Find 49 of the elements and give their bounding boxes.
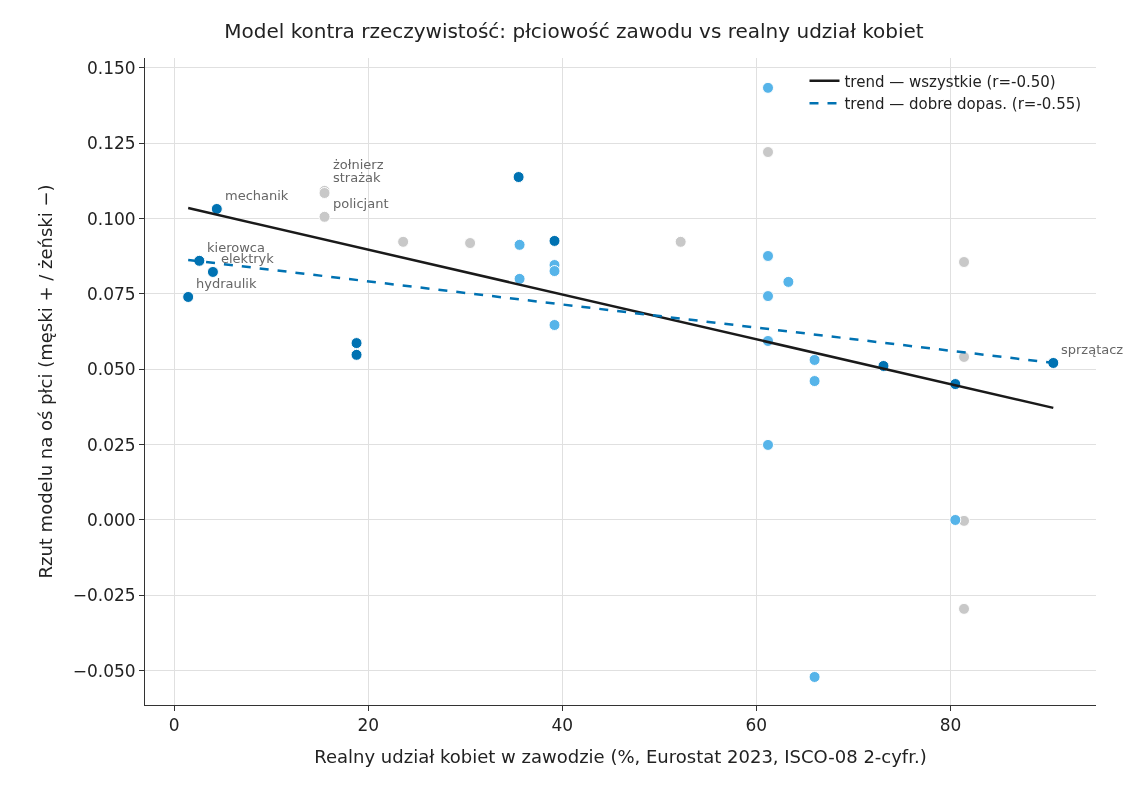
x-axis-title: Realny udział kobiet w zawodzie (%, Eurostat 2023, ISCO-08 2-cyfr.) [314, 745, 927, 767]
annotation: hydraulik [196, 276, 257, 291]
y-tick-label: 0.150 [86, 57, 136, 78]
point [548, 319, 561, 331]
y-tick-label: −0.025 [72, 585, 136, 606]
y-tick-label: 0.125 [86, 133, 136, 154]
annotation: strażak [333, 170, 381, 185]
point [762, 290, 774, 303]
point [318, 210, 331, 223]
point [762, 81, 774, 94]
legend-label: trend — wszystkie (r=-0.50) [844, 72, 1056, 91]
point [397, 235, 410, 248]
y-axis-title: Rzut modelu na oś płci (męski + / żeński −) [34, 184, 56, 579]
point [949, 513, 962, 526]
y-tick-label: 0.100 [86, 208, 136, 229]
x-tick-label: 0 [168, 715, 180, 736]
x-tick-label: 60 [745, 715, 768, 736]
point [548, 265, 561, 278]
x-tick-label: 40 [551, 715, 574, 736]
y-tick-label: 0.075 [86, 283, 136, 304]
point [206, 265, 219, 278]
annotation: żołnierz [333, 157, 384, 172]
point [762, 249, 774, 262]
point [808, 375, 821, 388]
point [808, 670, 821, 683]
point [762, 438, 774, 451]
y-tick-label: −0.050 [72, 660, 136, 681]
chart-title: Model kontra rzeczywistość: płciowość zawodu vs realny udział kobiet [224, 18, 924, 43]
point [548, 234, 561, 247]
point [350, 348, 363, 361]
point [513, 238, 526, 251]
y-tick-label: 0.000 [86, 509, 136, 530]
point [674, 235, 687, 248]
point [513, 272, 526, 285]
y-tick-label: 0.050 [86, 359, 136, 380]
point [210, 202, 223, 215]
point [808, 353, 821, 366]
point [193, 254, 206, 267]
point [512, 171, 525, 184]
point [782, 275, 795, 288]
x-tick-label: 80 [939, 715, 962, 736]
legend-label: trend — dobre dopas. (r=-0.55) [844, 95, 1082, 114]
annotation: sprzątacz [1061, 342, 1124, 357]
x-tick-label: 20 [357, 715, 380, 736]
point [350, 337, 363, 350]
y-tick-label: 0.025 [86, 434, 136, 455]
point [182, 290, 195, 303]
annotation: mechanik [225, 188, 289, 203]
annotation: policjant [333, 196, 389, 211]
